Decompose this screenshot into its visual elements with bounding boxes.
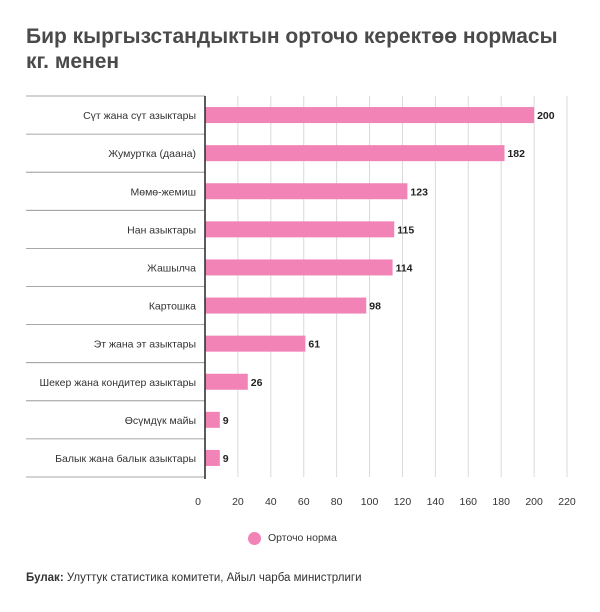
x-tick-label: 60 — [298, 496, 310, 508]
bar — [205, 335, 306, 352]
legend: Орточо норма — [248, 530, 337, 546]
bar — [205, 373, 248, 390]
category-label: Жашылча — [147, 262, 196, 274]
bar — [205, 259, 393, 276]
data-label: 9 — [223, 453, 229, 465]
bar — [205, 297, 367, 314]
x-tick-label: 40 — [265, 496, 277, 508]
category-label: Мөмө-жемиш — [130, 186, 196, 198]
bar — [205, 145, 505, 162]
x-tick-label: 0 — [195, 496, 201, 508]
x-tick-label: 200 — [525, 496, 543, 508]
data-label: 123 — [410, 186, 428, 198]
category-label: Картошка — [149, 301, 196, 313]
category-label: Эт жана эт азыктары — [94, 339, 196, 351]
data-label: 115 — [397, 224, 414, 236]
source-label: Булак: — [26, 572, 64, 584]
x-tick-label: 160 — [460, 496, 478, 508]
legend-swatch — [248, 531, 261, 545]
bar — [205, 221, 395, 238]
x-tick-label: 100 — [361, 496, 379, 508]
category-label: Нан азыктары — [127, 224, 196, 236]
source-text: Улуттук статистика комитети, Айыл чарба … — [66, 572, 362, 584]
data-label: 9 — [223, 415, 229, 427]
category-label: Сүт жана сүт азыктары — [83, 110, 196, 122]
category-label: Шекер жана кондитер азыктары — [39, 377, 196, 389]
bar — [205, 107, 535, 124]
bar — [205, 183, 408, 200]
x-tick-label: 80 — [331, 496, 343, 508]
data-label: 26 — [251, 377, 263, 389]
x-tick-label: 120 — [394, 496, 412, 508]
bar — [205, 411, 220, 428]
legend-label: Орточо норма — [268, 532, 337, 544]
data-label: 114 — [396, 262, 413, 274]
data-label: 200 — [537, 110, 555, 122]
data-label: 182 — [507, 148, 525, 160]
x-tick-label: 220 — [558, 496, 576, 508]
source-note: Булак: Улуттук статистика комитети, Айыл… — [26, 572, 362, 584]
data-label: 98 — [369, 301, 381, 313]
category-label: Балык жана балык азыктары — [55, 453, 196, 465]
chart-title: Бир кыргызстандыктын орточо керектөө нор… — [26, 25, 558, 73]
x-tick-label: 180 — [492, 496, 510, 508]
category-label: Өсүмдүк майы — [125, 415, 196, 427]
category-label: Жумуртка (даана) — [108, 148, 196, 160]
x-tick-label: 140 — [427, 496, 445, 508]
bar — [205, 449, 220, 466]
x-tick-label: 20 — [232, 496, 244, 508]
data-label: 61 — [308, 339, 320, 351]
